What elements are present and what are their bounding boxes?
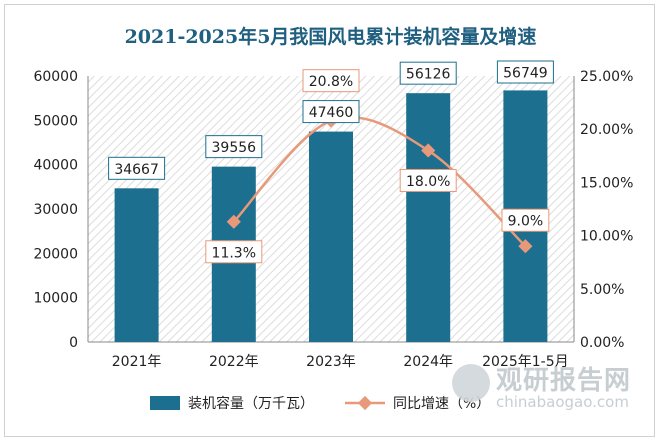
bar-value-label-box xyxy=(399,61,457,85)
bar-value-label-box xyxy=(302,100,360,124)
growth-value-label-box xyxy=(205,240,263,264)
growth-line xyxy=(232,115,527,248)
growth-point xyxy=(421,143,436,158)
growth-value-label-box xyxy=(501,208,550,232)
bar-value-label: 47460 xyxy=(309,105,354,121)
growth-point xyxy=(518,239,533,254)
y-right-tick-label: 10.00% xyxy=(580,229,633,245)
bar-value-label-box xyxy=(205,135,263,159)
bar xyxy=(309,131,353,342)
chart-title: 2021-2025年5月我国风电累计装机容量及增速 xyxy=(124,26,537,48)
legend-line-marker xyxy=(357,395,373,411)
y-left-tick-label: 50000 xyxy=(33,113,78,129)
bar-value-label: 39556 xyxy=(212,140,257,156)
y-left-tick-label: 40000 xyxy=(33,158,78,174)
growth-value-label: 18.0% xyxy=(406,174,450,190)
bar-value-label: 34667 xyxy=(114,162,159,178)
y-left-tick-label: 20000 xyxy=(33,246,78,262)
y-left-tick-label: 0 xyxy=(69,335,78,351)
y-left-tick-label: 30000 xyxy=(33,202,78,218)
legend-bar-label: 装机容量（万千瓦） xyxy=(188,395,314,412)
growth-point xyxy=(226,214,241,229)
y-right-tick-label: 15.00% xyxy=(580,175,633,191)
bar xyxy=(406,93,451,342)
x-tick-label: 2024年 xyxy=(403,354,453,370)
x-tick-label: 2025年1-5月 xyxy=(482,354,569,370)
bar-value-label-box xyxy=(108,156,166,180)
growth-value-label: 20.8% xyxy=(309,74,353,90)
growth-value-label-box xyxy=(302,69,360,93)
y-right-tick-label: 20.00% xyxy=(580,122,633,138)
bar-value-label: 56749 xyxy=(503,66,548,82)
y-right-tick-label: 25.00% xyxy=(580,69,633,85)
watermark-logo-icon xyxy=(452,364,490,402)
growth-value-label: 11.3% xyxy=(212,245,256,261)
legend-bar-swatch xyxy=(150,396,180,410)
bar xyxy=(114,188,159,342)
y-left-tick-label: 10000 xyxy=(33,291,78,307)
bar-value-label: 56126 xyxy=(406,67,451,83)
y-right-tick-label: 5.00% xyxy=(580,282,624,298)
watermark: 观研报告网 chinabaogao.com xyxy=(452,362,652,414)
growth-value-label: 9.0% xyxy=(508,214,544,230)
watermark-url: chinabaogao.com xyxy=(496,393,629,411)
x-tick-label: 2021年 xyxy=(112,354,162,370)
x-tick-label: 2023年 xyxy=(306,354,356,370)
y-right-tick-label: 0.00% xyxy=(580,335,624,351)
watermark-brand: 观研报告网 xyxy=(496,366,632,396)
y-left-tick-label: 60000 xyxy=(33,69,78,85)
growth-value-label-box xyxy=(399,168,457,192)
x-tick-label: 2022年 xyxy=(209,354,259,370)
bar-value-label-box xyxy=(496,60,554,84)
